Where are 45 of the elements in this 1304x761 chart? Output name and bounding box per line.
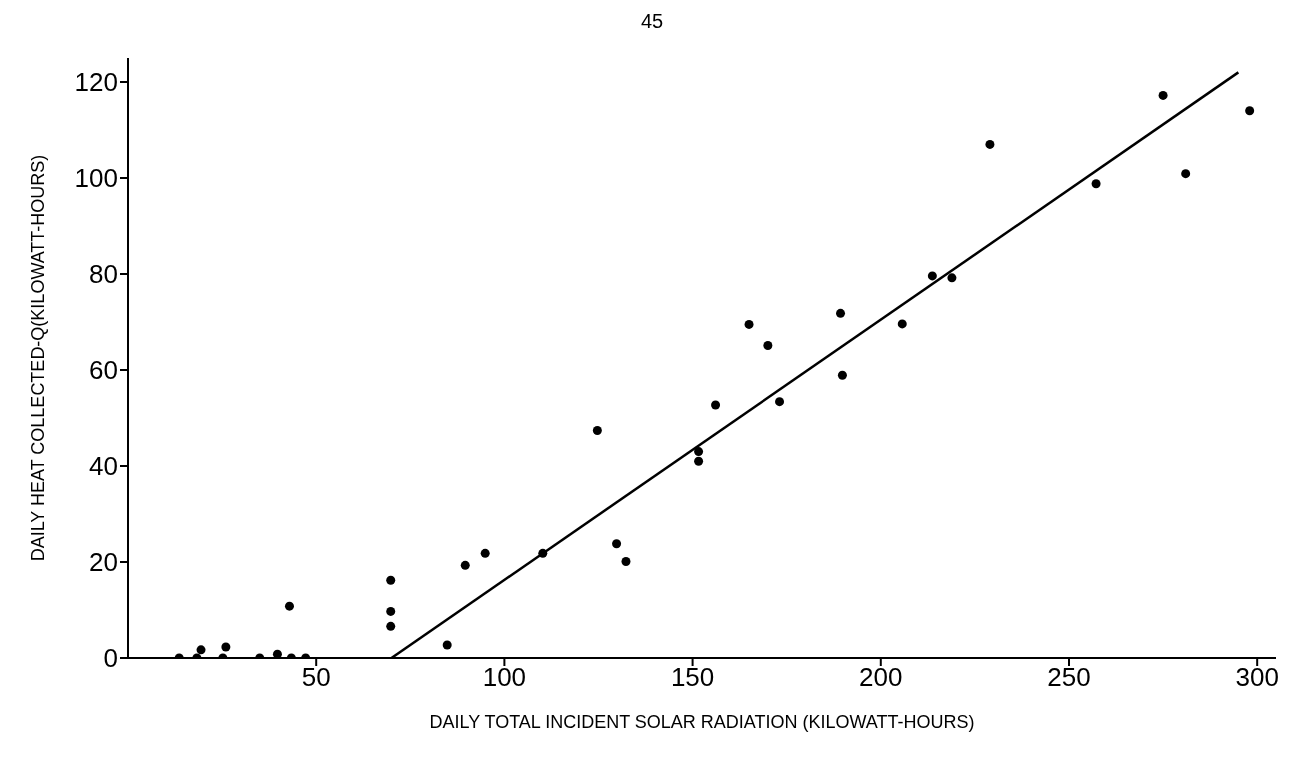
point (284, 601, 294, 611)
point (694, 447, 704, 457)
point (442, 640, 452, 650)
x-axis-title: DAILY TOTAL INCIDENT SOLAR RADIATION (KILOWATT-HOURS) (429, 712, 975, 732)
point (1245, 106, 1255, 116)
point (744, 319, 754, 329)
point (837, 370, 847, 380)
x-tick-label: 200 (859, 662, 903, 693)
point (1091, 179, 1101, 189)
y-tick-label: 100 (74, 163, 118, 194)
point (694, 456, 704, 466)
y-tick-label: 60 (89, 355, 118, 386)
x-tick-label: 250 (1047, 662, 1091, 693)
x-tick-label: 150 (670, 662, 715, 693)
x-tick-label: 300 (1235, 662, 1279, 693)
y-tick-label: 20 (89, 547, 118, 578)
point (592, 425, 602, 435)
point (460, 560, 470, 570)
point (612, 539, 622, 549)
y-tick-label: 80 (89, 259, 118, 290)
y-tick-label: 40 (89, 451, 118, 482)
point (386, 575, 396, 585)
text: 45 (639, 10, 665, 33)
point (836, 308, 846, 318)
point (1181, 169, 1191, 179)
point (386, 606, 396, 616)
y-axis-title: DAILY HEAT COLLECTED-Q(KILOWATT-HOURS) (28, 154, 49, 562)
point (947, 273, 957, 283)
point (272, 649, 282, 658)
point (985, 139, 995, 149)
point (775, 397, 785, 407)
point (480, 548, 490, 558)
point (763, 341, 773, 351)
point (897, 319, 907, 329)
point (621, 557, 631, 567)
x-tick-label: 50 (301, 662, 331, 693)
point (196, 645, 206, 655)
point (221, 642, 231, 652)
y-tick-label: 120 (74, 67, 118, 98)
point (927, 271, 937, 281)
y-tick-label: 0 (103, 643, 118, 674)
point (1158, 90, 1168, 100)
x-tick-label: 100 (482, 662, 527, 693)
point (386, 621, 396, 631)
point (711, 400, 721, 410)
